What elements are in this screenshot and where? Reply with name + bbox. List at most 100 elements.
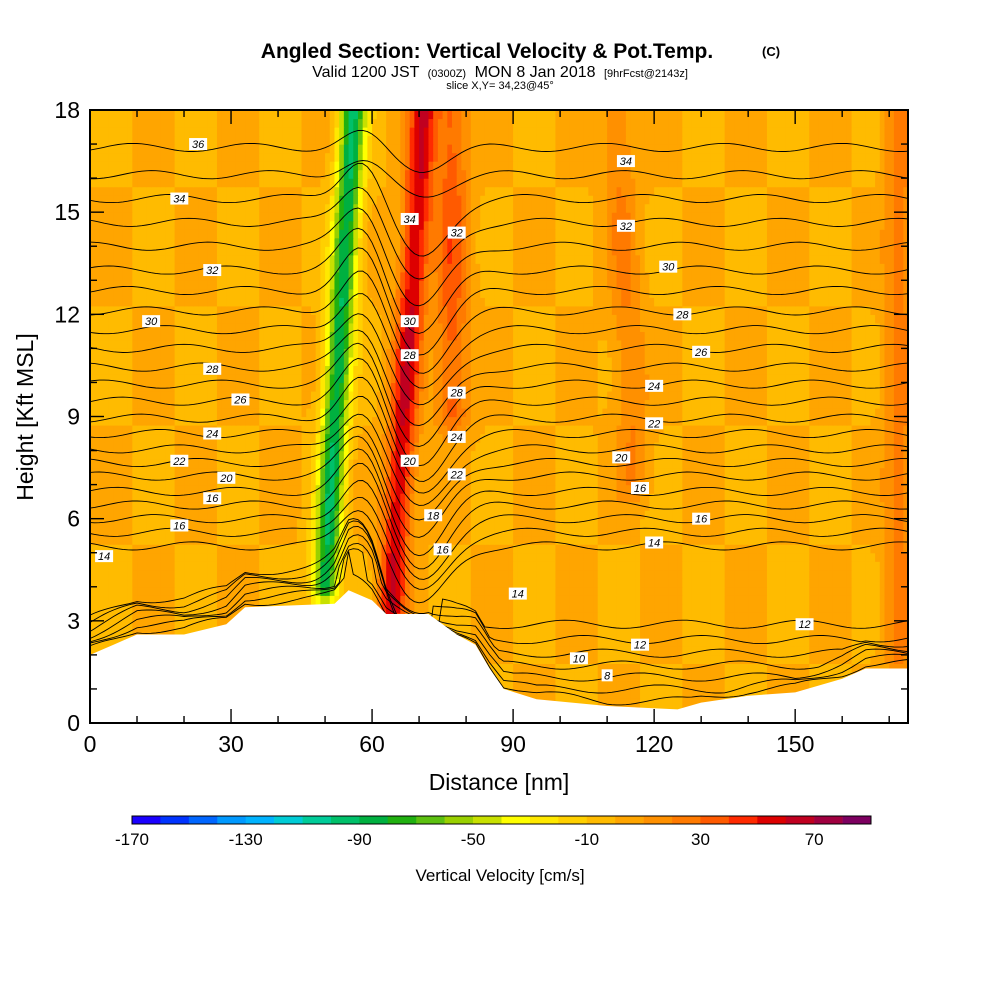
velocity-cell: [367, 544, 373, 554]
velocity-cell: [480, 561, 486, 571]
velocity-cell: [762, 586, 768, 596]
velocity-cell: [536, 620, 542, 630]
velocity-cell: [343, 510, 350, 520]
velocity-cell: [235, 552, 242, 562]
velocity-cell: [856, 569, 862, 579]
velocity-cell: [278, 586, 284, 596]
velocity-cell: [593, 569, 599, 579]
velocity-cell: [593, 620, 599, 630]
velocity-cell: [484, 476, 491, 486]
velocity-cell: [104, 476, 110, 486]
velocity-cell: [879, 646, 886, 656]
velocity-cell: [268, 535, 274, 545]
velocity-cell: [254, 518, 260, 528]
velocity-cell: [169, 612, 176, 622]
velocity-cell: [193, 493, 199, 503]
velocity-cell: [875, 544, 881, 554]
velocity-cell: [357, 501, 364, 511]
velocity-cell: [132, 476, 138, 486]
velocity-cell: [372, 493, 378, 503]
velocity-cell: [757, 527, 763, 537]
velocity-cell: [785, 501, 792, 511]
velocity-cell: [132, 510, 138, 520]
velocity-cell: [99, 595, 105, 605]
velocity-cell: [555, 586, 561, 596]
velocity-cell: [517, 688, 524, 699]
velocity-cell: [456, 552, 462, 562]
velocity-cell: [846, 518, 853, 528]
velocity-cell: [94, 629, 101, 639]
velocity-cell: [254, 527, 260, 537]
velocity-cell: [752, 654, 759, 664]
velocity-cell: [734, 595, 740, 605]
velocity-cell: [108, 569, 115, 579]
velocity-cell: [141, 629, 148, 639]
velocity-cell: [574, 603, 580, 613]
velocity-cell: [179, 535, 185, 545]
velocity-cell: [94, 595, 101, 605]
velocity-cell: [766, 646, 773, 656]
velocity-cell: [790, 654, 796, 664]
velocity-cell: [550, 663, 557, 673]
velocity-cell: [527, 493, 533, 503]
velocity-cell: [513, 637, 519, 647]
velocity-cell: [550, 629, 557, 639]
velocity-cell: [531, 484, 538, 494]
velocity-cell: [903, 518, 908, 528]
velocity-cell: [635, 569, 641, 579]
velocity-cell: [475, 578, 481, 588]
velocity-cell: [790, 663, 796, 673]
velocity-cell: [489, 476, 495, 486]
velocity-cell: [113, 518, 119, 528]
velocity-cell: [541, 671, 547, 682]
velocity-cell: [517, 561, 524, 571]
velocity-cell: [578, 603, 585, 613]
velocity-cell: [846, 569, 853, 579]
velocity-cell: [466, 484, 472, 494]
velocity-cell: [137, 476, 143, 486]
velocity-cell: [687, 697, 693, 707]
velocity-cell: [461, 552, 467, 562]
velocity-cell: [578, 586, 585, 596]
velocity-cell: [687, 595, 693, 605]
velocity-cell: [499, 484, 505, 494]
velocity-cell: [654, 501, 660, 511]
velocity-cell: [381, 518, 387, 528]
velocity-cell: [494, 518, 500, 528]
velocity-cell: [202, 586, 209, 596]
velocity-cell: [828, 637, 834, 647]
velocity-cell: [165, 535, 171, 545]
velocity-cell: [306, 510, 312, 520]
velocity-cell: [456, 595, 462, 605]
velocity-cell: [781, 612, 787, 622]
velocity-cell: [560, 586, 566, 596]
velocity-cell: [423, 484, 430, 494]
velocity-cell: [400, 561, 406, 571]
velocity-cell: [423, 552, 430, 562]
velocity-cell: [842, 569, 848, 579]
velocity-cell: [193, 603, 199, 613]
velocity-cell: [597, 493, 604, 503]
velocity-cell: [823, 603, 829, 613]
velocity-cell: [630, 654, 636, 664]
velocity-cell: [865, 629, 871, 639]
velocity-cell: [593, 510, 599, 520]
velocity-cell: [94, 510, 101, 520]
velocity-cell: [799, 654, 806, 664]
velocity-cell: [513, 612, 519, 622]
velocity-cell: [668, 654, 674, 664]
velocity-cell: [748, 663, 754, 673]
velocity-cell: [470, 510, 477, 520]
velocity-cell: [132, 501, 138, 511]
velocity-cell: [503, 527, 510, 537]
velocity-cell: [508, 493, 514, 503]
velocity-cell: [687, 527, 693, 537]
velocity-cell: [621, 476, 627, 486]
velocity-cell: [94, 493, 101, 503]
velocity-cell: [367, 518, 373, 528]
velocity-cell: [635, 578, 641, 588]
velocity-cell: [160, 476, 166, 486]
velocity-cell: [668, 612, 674, 622]
velocity-cell: [442, 518, 448, 528]
velocity-cell: [682, 637, 688, 647]
